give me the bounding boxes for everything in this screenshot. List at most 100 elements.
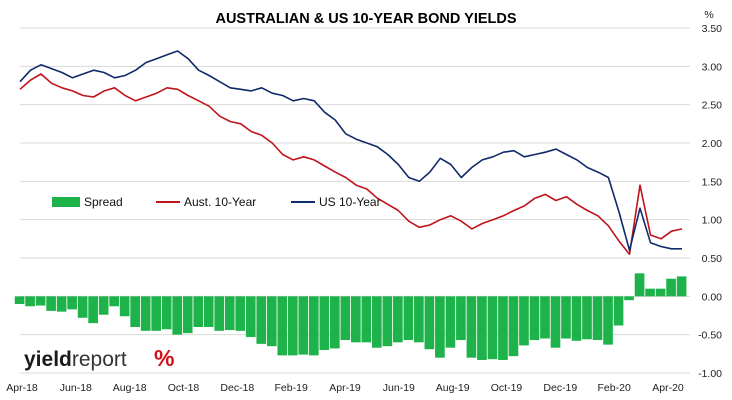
spread-bar (130, 296, 141, 327)
x-axis-ticks: Apr-18 Jun-18 Aug-18 Oct-18 Dec-18 Feb-19 Apr-… (6, 382, 684, 394)
spread-bar (98, 296, 109, 315)
x-tick-label: Dec-18 (220, 382, 254, 394)
chart-title: AUSTRALIAN & US 10-YEAR BOND YIELDS (215, 11, 516, 27)
spread-bar (456, 296, 466, 341)
x-tick-label: Dec-19 (543, 382, 577, 394)
spread-bar (329, 296, 340, 349)
spread-bar (277, 296, 288, 356)
y-axis-unit: % (704, 9, 713, 21)
yield-lines (19, 50, 683, 255)
spread-bars (14, 273, 687, 360)
spread-bar (140, 296, 151, 331)
y-tick-label: 1.50 (702, 176, 723, 188)
spread-bar (266, 296, 277, 347)
logo-text-yield: yield (24, 348, 72, 371)
y-tick-label: -0.50 (698, 330, 722, 342)
svg-text:yieldreport: yieldreport (24, 348, 127, 371)
spread-bar (550, 296, 561, 348)
y-tick-label: 3.50 (702, 23, 723, 35)
spread-bar (613, 296, 624, 326)
spread-bar (161, 296, 172, 330)
y-tick-label: 1.00 (702, 215, 723, 227)
logo-percent-icon: % (154, 345, 174, 371)
spread-bar (67, 296, 77, 310)
spread-bar (403, 296, 414, 341)
x-tick-label: Aug-18 (113, 382, 147, 394)
spread-bar (529, 296, 540, 341)
spread-bar (561, 296, 571, 339)
spread-bar (340, 296, 351, 341)
spread-bar (245, 296, 256, 337)
spread-bar (624, 296, 634, 301)
x-tick-label: Apr-18 (6, 382, 38, 394)
x-tick-label: Jun-18 (60, 382, 92, 394)
spread-bar (571, 296, 582, 341)
spread-bar (193, 296, 204, 327)
spread-bar (119, 296, 130, 317)
us-10-year-line (19, 50, 682, 252)
spread-bar (666, 278, 676, 297)
spread-bar (519, 296, 529, 346)
x-tick-label: Oct-19 (491, 382, 523, 394)
spread-bar (35, 296, 46, 306)
x-tick-label: Apr-19 (329, 382, 361, 394)
spread-bar (319, 296, 330, 350)
yieldreport-logo: yieldreport % (24, 345, 174, 371)
spread-bar (224, 296, 235, 331)
y-tick-label: 2.50 (702, 100, 723, 112)
x-tick-label: Jun-19 (383, 382, 415, 394)
spread-bar (498, 296, 508, 360)
legend-label-aus: Aust. 10-Year (184, 195, 256, 209)
spread-bar (414, 296, 424, 343)
spread-bar (256, 296, 267, 344)
spread-bar (56, 296, 67, 312)
spread-bar (287, 296, 298, 356)
spread-bar (655, 288, 666, 297)
spread-bar (382, 296, 393, 347)
spread-bar (298, 296, 309, 355)
spread-bar (203, 296, 214, 327)
logo-text-report: report (72, 348, 127, 371)
spread-bar (172, 296, 183, 335)
y-axis-ticks: 3.50 3.00 2.50 2.00 1.50 1.00 0.50 0.00 -0.50 -1.… (698, 23, 722, 380)
spread-bar (508, 296, 519, 357)
spread-bar (88, 296, 98, 324)
legend-swatch-spread (52, 197, 80, 207)
spread-bar (603, 296, 613, 345)
spread-bar (25, 296, 35, 307)
spread-bar (351, 296, 361, 343)
spread-bar (151, 296, 162, 331)
x-tick-label: Feb-19 (275, 382, 308, 394)
spread-bar (214, 296, 225, 331)
spread-bar (676, 276, 687, 297)
y-tick-label: 3.00 (702, 61, 723, 73)
spread-bar (487, 296, 498, 360)
spread-bar (645, 288, 655, 297)
spread-bar (540, 296, 550, 339)
spread-bar (46, 296, 56, 311)
spread-bar (445, 296, 456, 348)
spread-bar (477, 296, 487, 360)
x-tick-label: Apr-20 (652, 382, 684, 394)
legend: Spread Aust. 10-Year US 10-Year (52, 195, 381, 209)
y-tick-label: -1.00 (698, 368, 722, 380)
y-tick-label: 0.00 (702, 291, 723, 303)
spread-bar (361, 296, 372, 343)
spread-bar (14, 296, 25, 304)
aus-10-year-line (19, 73, 683, 255)
x-tick-label: Aug-19 (436, 382, 470, 394)
spread-bar (634, 273, 645, 297)
spread-bar (77, 296, 88, 318)
y-tick-label: 2.00 (702, 138, 723, 150)
y-tick-label: 0.50 (702, 253, 723, 265)
legend-label-spread: Spread (84, 195, 123, 209)
spread-bar (424, 296, 435, 350)
x-tick-label: Oct-18 (168, 382, 200, 394)
spread-bar (109, 296, 119, 307)
x-tick-label: Feb-20 (598, 382, 631, 394)
spread-bar (582, 296, 592, 340)
spread-bar (182, 296, 193, 334)
spread-bar (466, 296, 477, 358)
spread-bar (308, 296, 319, 356)
